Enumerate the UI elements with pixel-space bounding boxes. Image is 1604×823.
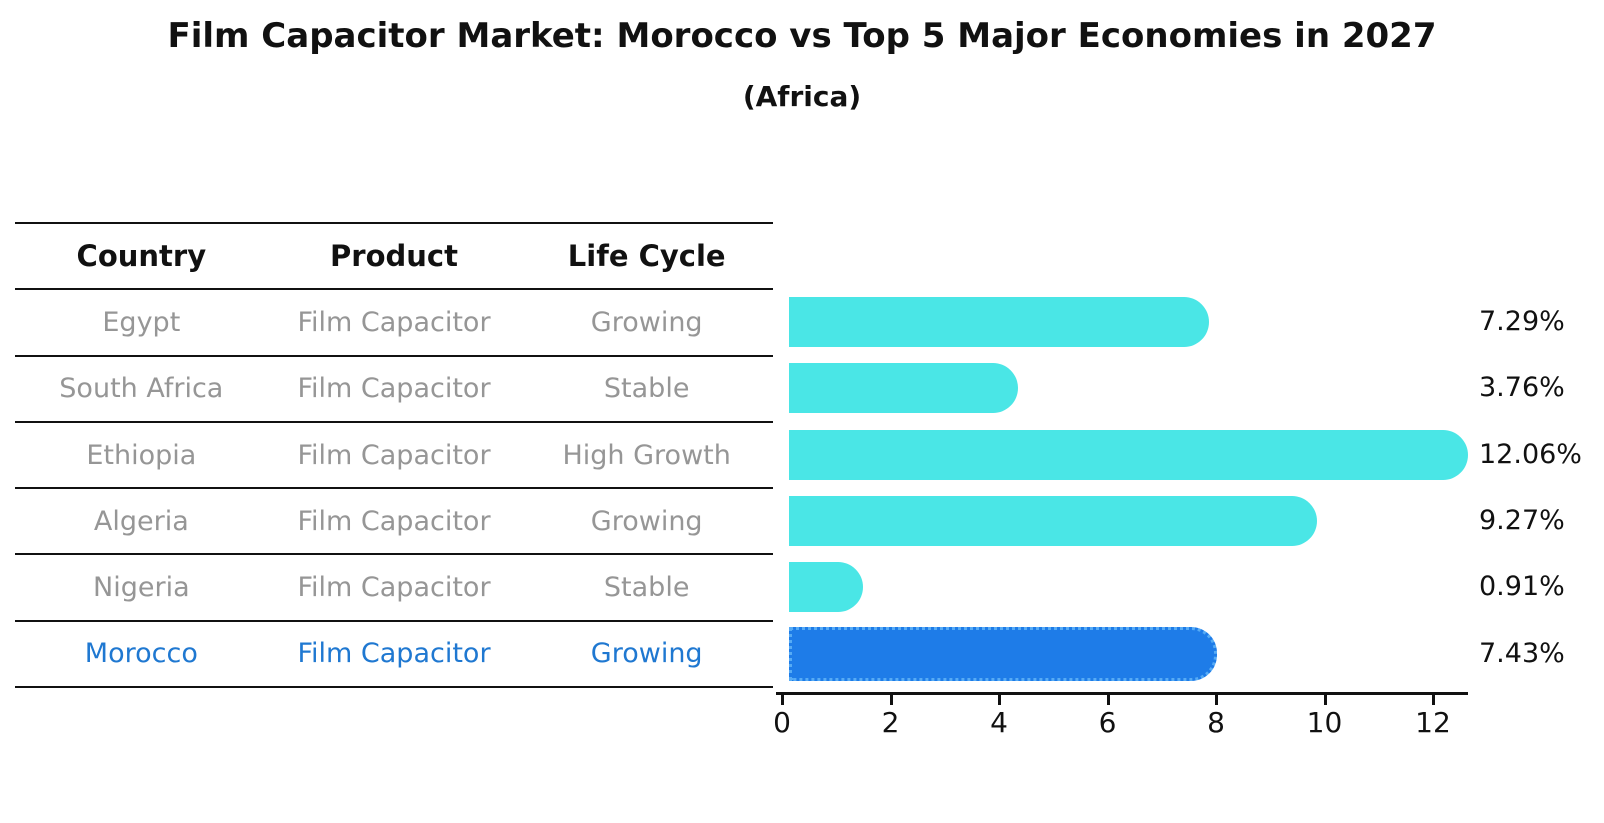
cell-life-cycle: Growing (590, 306, 703, 338)
cell-country: Algeria (93, 505, 189, 537)
cell-country: Ethiopia (86, 439, 197, 471)
x-tick (1215, 692, 1218, 705)
table-row: Nigeria Film Capacitor Stable (15, 555, 773, 622)
x-tick (1323, 692, 1327, 705)
cell-life-cycle: Stable (603, 373, 690, 405)
cell-country: Nigeria (93, 572, 190, 604)
cell-product: Film Capacitor (297, 439, 491, 471)
x-tick (998, 692, 1001, 705)
value-label: 0.91% (1479, 571, 1565, 603)
cell-country: South Africa (59, 373, 224, 405)
page-subtitle: (Africa) (742, 80, 862, 113)
cell-life-cycle: High Growth (562, 439, 731, 471)
x-tick (1432, 692, 1435, 705)
cell-life-cycle: Growing (590, 638, 703, 670)
cell-life-cycle: Growing (590, 505, 703, 537)
value-label: 3.76% (1479, 372, 1565, 404)
x-axis (776, 692, 1468, 695)
column-header-life-cycle: Life Cycle (567, 239, 726, 274)
table-header-row: Country Product Life Cycle (15, 224, 773, 291)
value-label: 7.43% (1479, 637, 1565, 669)
x-tick-label: 2 (881, 706, 900, 739)
cell-life-cycle: Stable (603, 572, 690, 604)
x-tick (781, 692, 784, 705)
value-label: 9.27% (1479, 504, 1565, 536)
x-tick-label: 0 (773, 706, 791, 739)
x-tick-label: 4 (990, 706, 1008, 739)
page-title: Film Capacitor Market: Morocco vs Top 5 … (167, 16, 1437, 56)
cell-country: Egypt (102, 306, 181, 338)
x-tick-label: 8 (1207, 706, 1225, 739)
value-label: 7.29% (1479, 306, 1565, 337)
cell-country: Morocco (84, 638, 198, 670)
bar-morocco-highlighted (789, 626, 1218, 681)
bar-algeria (789, 495, 1317, 546)
x-tick-label: 6 (1098, 706, 1117, 739)
cell-product: Film Capacitor (297, 306, 491, 338)
table-row: Algeria Film Capacitor Growing (15, 489, 773, 556)
table-row: South Africa Film Capacitor Stable (15, 357, 773, 423)
x-tick (889, 692, 893, 705)
table-row: Egypt Film Capacitor Growing (15, 290, 773, 357)
bar-ethiopia (789, 429, 1469, 480)
country-table: Country Product Life Cycle Egypt Film Ca… (15, 222, 773, 689)
table-row-highlighted: Morocco Film Capacitor Growing (15, 622, 773, 689)
x-tick-label: 10 (1306, 706, 1343, 739)
bar-egypt (789, 297, 1210, 347)
column-header-country: Country (76, 239, 207, 274)
bar-nigeria (789, 562, 864, 613)
bar-south-africa (789, 363, 1018, 414)
cell-product: Film Capacitor (297, 638, 491, 670)
x-tick-label: 12 (1415, 706, 1451, 739)
column-header-product: Product (330, 239, 458, 274)
cell-product: Film Capacitor (297, 373, 491, 405)
cell-product: Film Capacitor (297, 505, 491, 537)
value-label: 12.06% (1479, 438, 1582, 470)
table-row: Ethiopia Film Capacitor High Growth (15, 423, 773, 490)
cell-product: Film Capacitor (297, 572, 491, 604)
x-tick (1106, 692, 1110, 705)
